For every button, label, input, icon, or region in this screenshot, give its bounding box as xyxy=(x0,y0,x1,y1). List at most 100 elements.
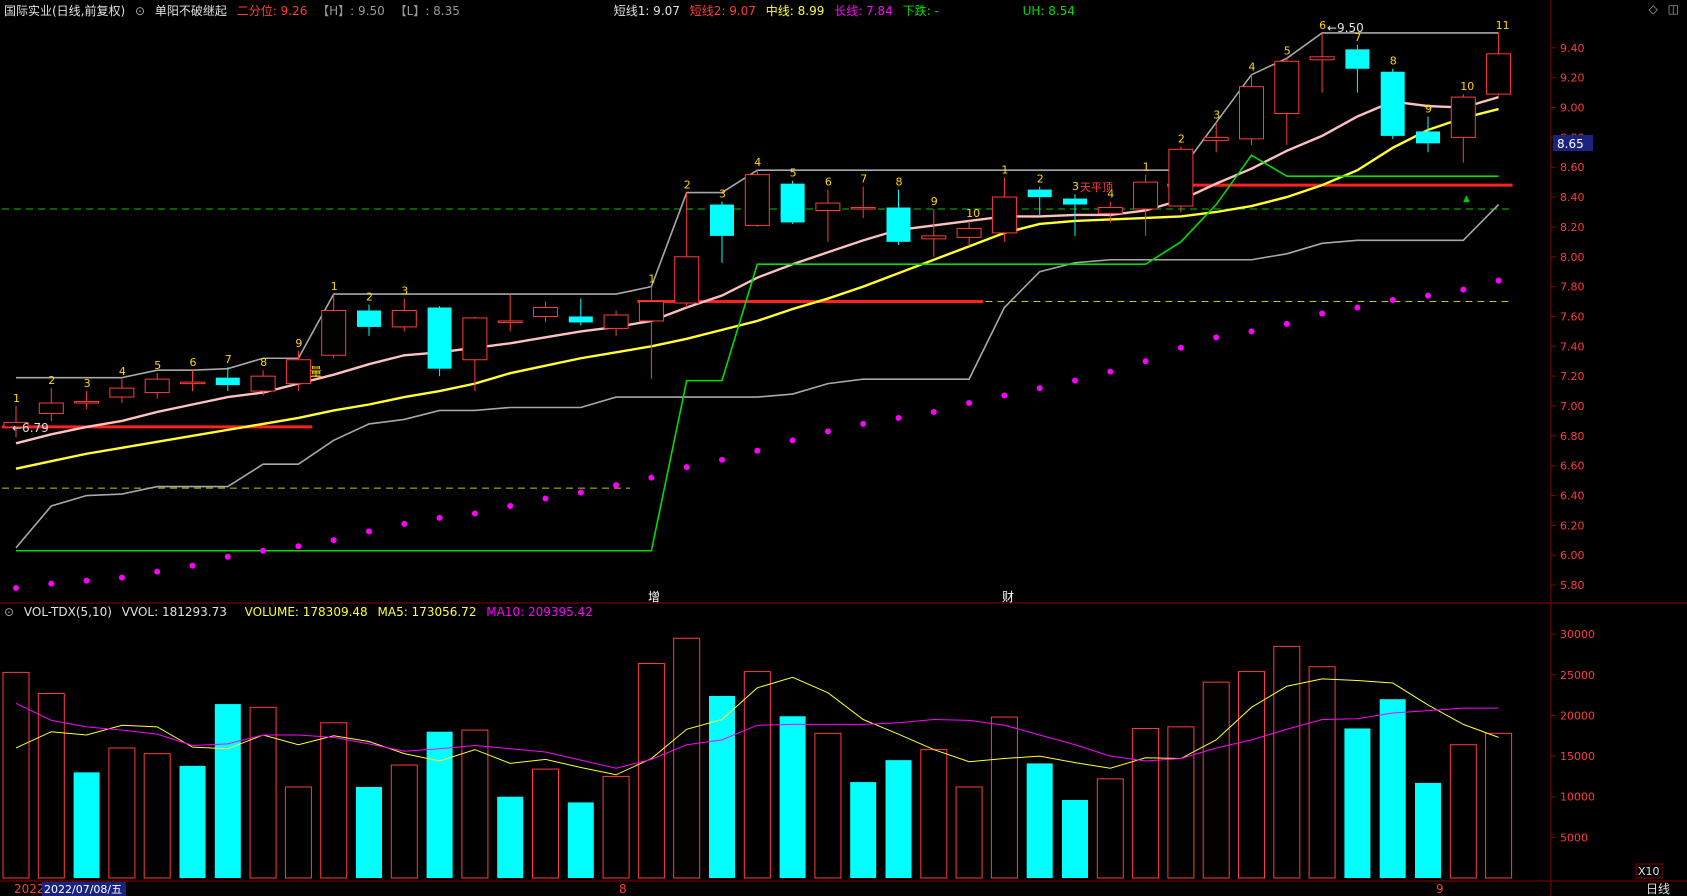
price-panel-header: 国际实业(日线,前复权) ⊙ 单阳不破继起 二分位: 9.26 【H】: 9.5… xyxy=(4,2,1081,18)
candle-body-down xyxy=(357,310,381,327)
volume-bar-up xyxy=(920,749,948,879)
candle-body-up xyxy=(533,307,558,317)
price-tick-label: 7.80 xyxy=(1560,281,1585,294)
candle-body-up xyxy=(109,387,135,398)
sar-dot xyxy=(1460,286,1467,293)
volume-bar-up xyxy=(1238,671,1265,879)
scale-label[interactable]: X10 xyxy=(1638,865,1660,878)
candle-body-up xyxy=(638,301,664,322)
candle-body-down xyxy=(1416,131,1440,144)
count-label: 3 xyxy=(84,377,91,390)
count-label: 6 xyxy=(1319,19,1326,32)
volume-bar-up xyxy=(673,637,701,879)
count-label: 8 xyxy=(1390,55,1397,68)
sar-dot xyxy=(1283,320,1290,327)
price-tick-label: 9.00 xyxy=(1560,102,1585,115)
volume-bar-down xyxy=(779,716,806,878)
sar-dot xyxy=(1389,297,1396,304)
count-label: 11 xyxy=(1496,19,1510,32)
sar-dot xyxy=(13,585,19,592)
count-label: 2 xyxy=(684,179,691,192)
month-8-label: 8 xyxy=(619,882,627,896)
candle-body-up xyxy=(250,375,276,392)
price-tick-label: 6.40 xyxy=(1560,490,1585,503)
volume-bar-up xyxy=(990,716,1018,879)
volume-plot xyxy=(2,637,1513,879)
volume-indicator-name[interactable]: VOL-TDX(5,10) xyxy=(23,605,112,619)
volume-bar-up xyxy=(461,729,489,879)
liang-label: 量 xyxy=(310,365,322,379)
count-label: 1 xyxy=(331,280,338,293)
volume-bar-down xyxy=(497,796,524,878)
stock-title[interactable]: 国际实业(日线,前复权) xyxy=(4,4,126,18)
candle-body-down xyxy=(886,207,911,242)
year-label: 2022 xyxy=(14,882,45,896)
volume-ma10-line xyxy=(15,702,1499,769)
volume-bar-up xyxy=(532,768,559,879)
candle-body-down xyxy=(780,183,805,223)
volume-bar-up xyxy=(1167,726,1195,879)
volume-bar-down xyxy=(885,760,912,878)
sar-dot xyxy=(189,562,196,569)
volume-tick-label: 5000 xyxy=(1560,831,1588,844)
price-tick-label: 8.20 xyxy=(1560,221,1585,234)
count-label: 2 xyxy=(1037,173,1044,186)
sar-dot xyxy=(966,400,973,407)
count-label: 10 xyxy=(1460,80,1474,93)
candle-body-down xyxy=(1380,71,1405,136)
low-value: 【L】: 8.35 xyxy=(394,4,460,18)
candle-body-up xyxy=(603,314,629,329)
price-tick-label: 7.00 xyxy=(1560,400,1585,413)
last-price-label: 8.65 xyxy=(1557,137,1584,151)
volume-tick-label: 25000 xyxy=(1560,669,1595,682)
volume-dropdown-icon[interactable]: ⊙ xyxy=(4,605,15,619)
candle-body-down xyxy=(215,377,240,386)
sar-dot xyxy=(1213,334,1220,341)
sar-dot xyxy=(683,464,690,471)
sar-dot xyxy=(83,577,90,584)
diamond-icon[interactable]: ◇ xyxy=(1648,2,1658,16)
price-tick-label: 7.60 xyxy=(1560,310,1585,323)
sar-dot xyxy=(401,520,408,527)
period-label[interactable]: 日线 xyxy=(1646,882,1670,896)
last-price-tag xyxy=(1553,135,1593,151)
volume-bar-down xyxy=(1344,728,1371,878)
count-label: 4 xyxy=(119,365,126,378)
candle-body-up xyxy=(1486,53,1512,95)
count-label: 9 xyxy=(295,337,302,350)
price-tick-label: 8.40 xyxy=(1560,191,1585,204)
tianping-label: 天平顶 xyxy=(1080,181,1113,194)
short1-value: 短线1: 9.07 xyxy=(613,4,680,18)
count-label: 7 xyxy=(1354,31,1361,44)
sar-dot xyxy=(366,528,372,535)
volume-bar-up xyxy=(1202,681,1230,879)
volume-bar-down xyxy=(73,772,100,878)
sar-dot xyxy=(1177,344,1184,351)
volume-bar-up xyxy=(743,671,771,879)
candle-body-up xyxy=(1133,181,1159,210)
sar-dot xyxy=(48,580,55,587)
month-9-label: 9 xyxy=(1436,882,1444,896)
price-tick-label: 6.80 xyxy=(1560,430,1585,443)
count-label: 5 xyxy=(154,359,161,372)
lower-band-line xyxy=(15,203,1500,549)
count-label: 3 xyxy=(1072,180,1079,193)
cursor-date-tag xyxy=(42,882,126,896)
sar-dot xyxy=(1319,310,1326,317)
count-label: 4 xyxy=(754,156,761,169)
sar-dot xyxy=(1072,377,1078,384)
candle-body-up xyxy=(285,359,311,385)
axes: 5.80 6.00 6.20 6.40 6.60 6.80 7.00 7.20 7.40 7.60… xyxy=(1551,42,1595,844)
sar-dot xyxy=(542,495,549,502)
indicator-dropdown-icon[interactable]: ⊙ xyxy=(135,4,146,18)
short2-value: 短线2: 9.07 xyxy=(689,4,756,18)
low-label: ←6.79 xyxy=(12,421,49,435)
volume-bar-down xyxy=(1026,763,1053,878)
count-label: 5 xyxy=(790,167,797,180)
count-label: 8 xyxy=(896,176,903,189)
indicator-name[interactable]: 单阳不破继起 xyxy=(154,4,227,18)
panel-toggle-icon[interactable]: ◫ xyxy=(1667,2,1679,16)
volume-bar-down xyxy=(1379,699,1406,878)
